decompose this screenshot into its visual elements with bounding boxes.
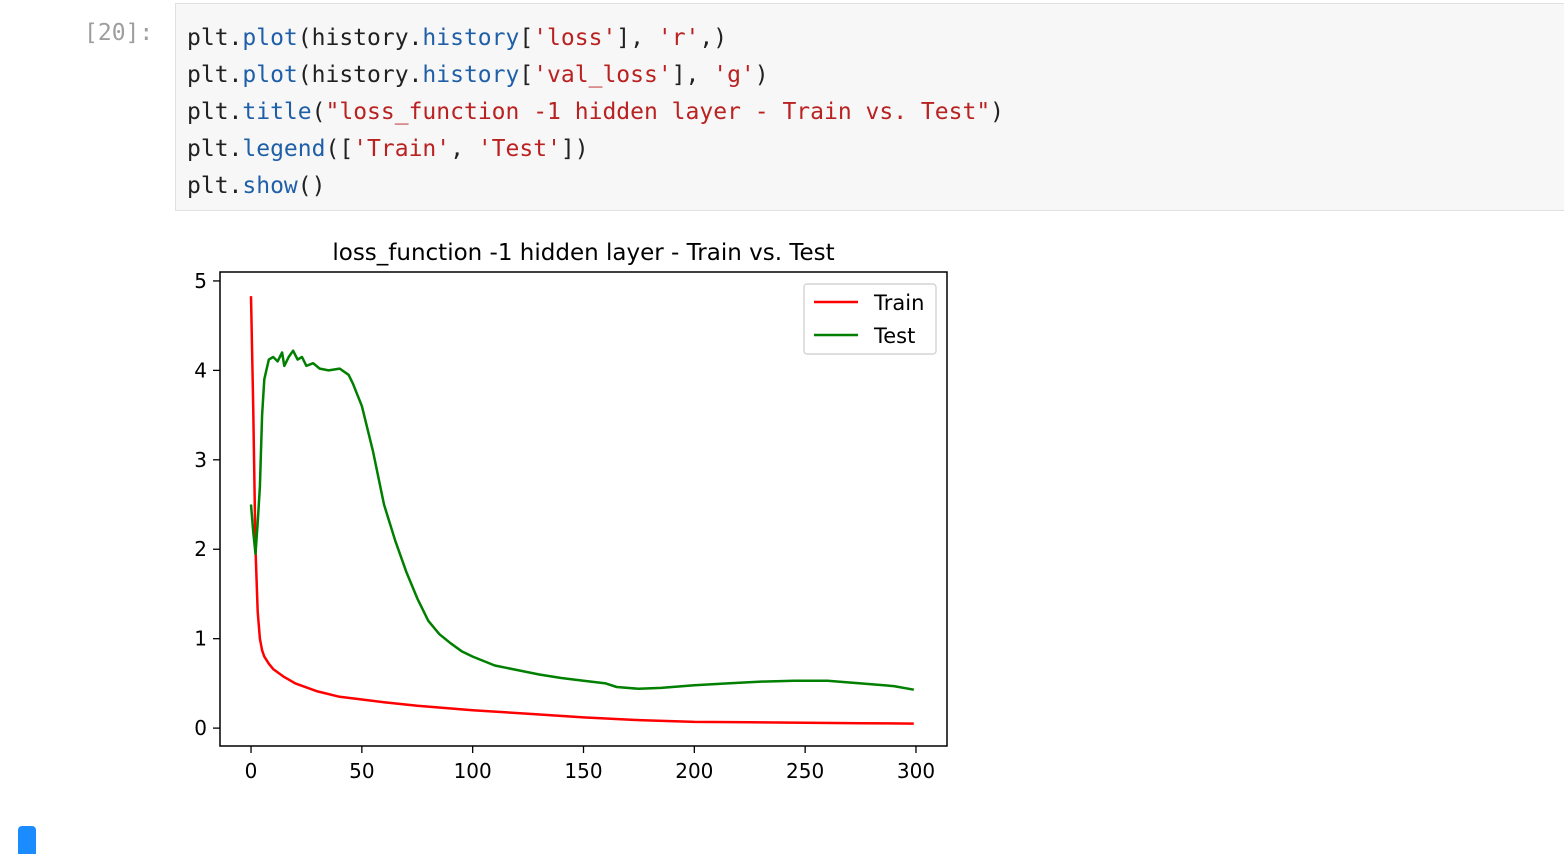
code-token: plt. — [187, 25, 243, 51]
series-line-train — [249, 296, 914, 725]
code-token: [ — [519, 25, 534, 51]
y-tick-label: 4 — [194, 358, 207, 382]
code-token: ([ — [325, 136, 354, 162]
code-token: show — [242, 173, 298, 199]
cell-prompt: [20]: — [84, 20, 154, 46]
x-tick-label: 300 — [897, 759, 935, 783]
cell-selection-marker — [18, 826, 36, 854]
y-tick-label: 3 — [194, 448, 207, 472]
code-token: plot — [242, 25, 298, 51]
code-line[interactable]: plt.plot(history.history['loss'], 'r',) — [187, 20, 1004, 57]
code-token: legend — [242, 136, 326, 162]
code-token: 'loss' — [533, 25, 617, 51]
code-token: 'g' — [713, 62, 755, 88]
code-line[interactable]: plt.title("loss_function -1 hidden layer… — [187, 94, 1004, 131]
code-token: [ — [519, 62, 534, 88]
code-token: "loss_function -1 hidden layer - Train v… — [325, 99, 991, 125]
code-token: ) — [990, 99, 1005, 125]
code-token: ,) — [699, 25, 728, 51]
code-token: (history. — [297, 62, 423, 88]
code-token: ( — [311, 99, 326, 125]
x-tick-label: 250 — [786, 759, 824, 783]
x-tick-label: 200 — [675, 759, 713, 783]
code-line[interactable]: plt.show() — [187, 168, 1004, 205]
code-token: ], — [616, 25, 658, 51]
code-token: ], — [671, 62, 714, 88]
code-cell-editor[interactable]: plt.plot(history.history['loss'], 'r',) p… — [175, 3, 1564, 211]
x-tick-label: 0 — [245, 759, 258, 783]
code-token: plt. — [187, 62, 243, 88]
y-tick-label: 1 — [194, 627, 207, 651]
code-lines[interactable]: plt.plot(history.history['loss'], 'r',) p… — [187, 20, 1004, 205]
x-tick-label: 50 — [349, 759, 374, 783]
loss-chart: loss_function -1 hidden layer - Train vs… — [194, 240, 948, 783]
x-tick-label: 100 — [454, 759, 492, 783]
code-token: ]) — [560, 136, 589, 162]
y-tick-label: 0 — [194, 716, 207, 740]
code-token: title — [242, 99, 312, 125]
code-token: 'val_loss' — [533, 62, 672, 88]
chart-title: loss_function -1 hidden layer - Train vs… — [332, 240, 834, 266]
legend-label-test: Test — [873, 324, 915, 348]
y-tick-label: 2 — [194, 537, 207, 561]
code-token: (history. — [297, 25, 423, 51]
code-token: ) — [754, 62, 769, 88]
code-token: history — [422, 25, 520, 51]
code-token: plt. — [187, 99, 243, 125]
code-token: () — [297, 173, 326, 199]
code-token: , — [450, 136, 478, 162]
cell-output: loss_function -1 hidden layer - Train vs… — [180, 228, 960, 798]
code-line[interactable]: plt.plot(history.history['val_loss'], 'g… — [187, 57, 1004, 94]
code-line[interactable]: plt.legend(['Train', 'Test']) — [187, 131, 1004, 168]
x-tick-label: 150 — [564, 759, 602, 783]
code-token: 'Train' — [353, 136, 451, 162]
y-tick-label: 5 — [194, 269, 207, 293]
code-token: plt. — [187, 136, 243, 162]
code-token: 'Test' — [477, 136, 561, 162]
code-token: plot — [242, 62, 298, 88]
code-token: 'r' — [657, 25, 700, 51]
series-line-test — [249, 349, 915, 691]
code-token: history — [422, 62, 520, 88]
legend-label-train: Train — [873, 291, 924, 315]
code-token: plt. — [187, 173, 243, 199]
